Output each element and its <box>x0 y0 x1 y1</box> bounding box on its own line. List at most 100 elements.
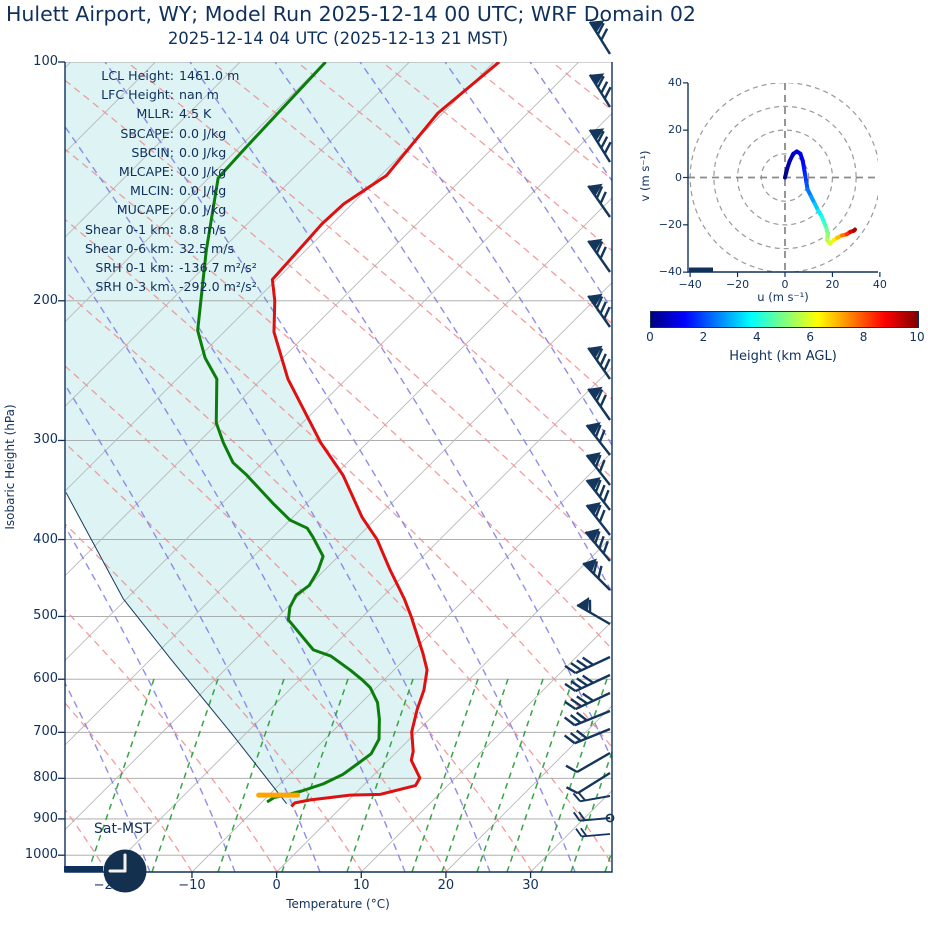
path-shape <box>586 452 601 465</box>
stat-value: 8.8 m/s <box>179 221 227 237</box>
wind-barb-icon <box>585 452 611 486</box>
line-shape <box>585 479 611 511</box>
line-shape <box>592 561 599 575</box>
line-shape <box>565 764 578 774</box>
line-shape <box>570 680 583 690</box>
line-shape <box>578 811 586 821</box>
sounding-stats-block: LCL Height: 1461.0 m LFC Height: nan m MLLR:… <box>60 66 257 296</box>
temp-tick-label: 0 <box>272 878 281 893</box>
line-shape <box>595 389 604 402</box>
line-shape <box>587 240 611 273</box>
parcel-trace-line <box>65 492 287 804</box>
isotherm-line <box>65 62 580 577</box>
line-shape <box>563 734 576 745</box>
stat-value: 32.5 m/s <box>179 240 235 256</box>
line-shape <box>603 141 612 155</box>
hodo-u-tick-label: −40 <box>678 278 702 291</box>
path-shape <box>586 422 601 435</box>
line-shape <box>595 348 604 361</box>
dry-adiabat-line <box>381 62 612 252</box>
moist-adiabat-line <box>65 525 236 872</box>
stat-value: 0.0 J/kg <box>179 125 227 141</box>
line-shape <box>572 811 581 822</box>
temp-tick-label: −20 <box>93 878 122 893</box>
moist-adiabat-line <box>65 681 151 872</box>
line-shape <box>563 716 576 727</box>
line-shape <box>585 504 611 536</box>
line-shape <box>585 424 611 456</box>
line-shape <box>595 186 604 199</box>
line-shape <box>598 535 605 549</box>
line-shape <box>575 729 588 740</box>
line-shape <box>588 74 612 108</box>
line-shape <box>603 306 611 320</box>
wind-barb-icon <box>582 558 611 591</box>
line-shape <box>570 698 583 708</box>
moist-adiabat-line <box>529 62 612 183</box>
line-shape <box>602 540 609 554</box>
wind-barb-icon <box>572 791 611 803</box>
line-shape <box>594 454 602 468</box>
hodo-u-tick-label: 40 <box>872 278 887 291</box>
dry-adiabat-line <box>65 702 193 872</box>
hodograph-xlabel: u (m s⁻¹) <box>757 290 809 304</box>
moist-adiabat-line <box>65 383 321 872</box>
line-shape <box>576 677 589 687</box>
skewt-xlabel: Temperature (°C) <box>286 897 390 911</box>
isotherm-line <box>65 62 326 323</box>
path-shape <box>589 128 605 141</box>
isotherm-line <box>360 620 612 872</box>
isotherm-line <box>107 366 612 872</box>
path-shape <box>577 596 590 612</box>
wind-barb-icon <box>585 422 611 456</box>
line-shape <box>603 358 611 372</box>
dry-adiabat-line <box>65 523 363 872</box>
skewt-ylabel: Isobaric Height (hPa) <box>3 404 17 530</box>
line-shape <box>582 674 594 684</box>
stat-value: -292.0 m²/s² <box>179 279 257 295</box>
line-shape <box>599 353 607 366</box>
dry-adiabat-line <box>65 608 278 872</box>
mixing-ratio-line <box>476 678 544 872</box>
line-shape <box>588 129 612 163</box>
skewt-axes-spines <box>64 62 613 873</box>
colorbar-tick-label: 8 <box>859 330 868 344</box>
path-shape <box>583 558 597 572</box>
stat-label: Shear 0-6 km: <box>85 240 174 256</box>
line-shape <box>564 682 577 693</box>
line-shape <box>598 459 606 473</box>
moist-adiabat-line <box>65 251 406 872</box>
pressure-tick-label: 500 <box>33 608 58 624</box>
path-shape <box>589 20 605 33</box>
stat-label: SBCAPE: <box>120 125 174 141</box>
line-shape <box>580 827 588 837</box>
path-shape <box>588 345 603 359</box>
wind-barb-icon <box>588 20 612 55</box>
path-shape <box>586 477 601 490</box>
line-shape <box>603 86 612 100</box>
line-shape <box>564 664 577 675</box>
dry-adiabat-line <box>65 290 612 866</box>
dry-adiabat-line <box>466 62 612 181</box>
mixing-ratio-line <box>281 678 349 872</box>
temperature-curve <box>270 62 501 808</box>
hodograph-area <box>688 83 878 272</box>
line-shape <box>564 700 577 711</box>
stat-label: MLLR: <box>136 106 174 122</box>
mixing-ratio-line <box>217 678 285 872</box>
hodograph-ylabel: v (m s⁻¹) <box>638 150 652 202</box>
path-shape <box>585 528 600 542</box>
line-shape <box>572 792 581 802</box>
path-shape <box>588 183 603 197</box>
night-bar <box>64 866 103 872</box>
wind-barb-icon <box>575 827 611 838</box>
line-shape <box>599 191 607 204</box>
hodo-u-tick-label: −20 <box>725 278 750 291</box>
wind-barb-icon <box>564 673 611 693</box>
temp-tick-label: 30 <box>522 878 539 893</box>
pressure-tick-label: 600 <box>33 671 58 687</box>
wind-barb-icon <box>587 293 611 328</box>
dry-adiabat-line <box>637 62 928 872</box>
pressure-tick-label: 400 <box>33 531 58 547</box>
dry-adiabat-line <box>65 148 612 651</box>
